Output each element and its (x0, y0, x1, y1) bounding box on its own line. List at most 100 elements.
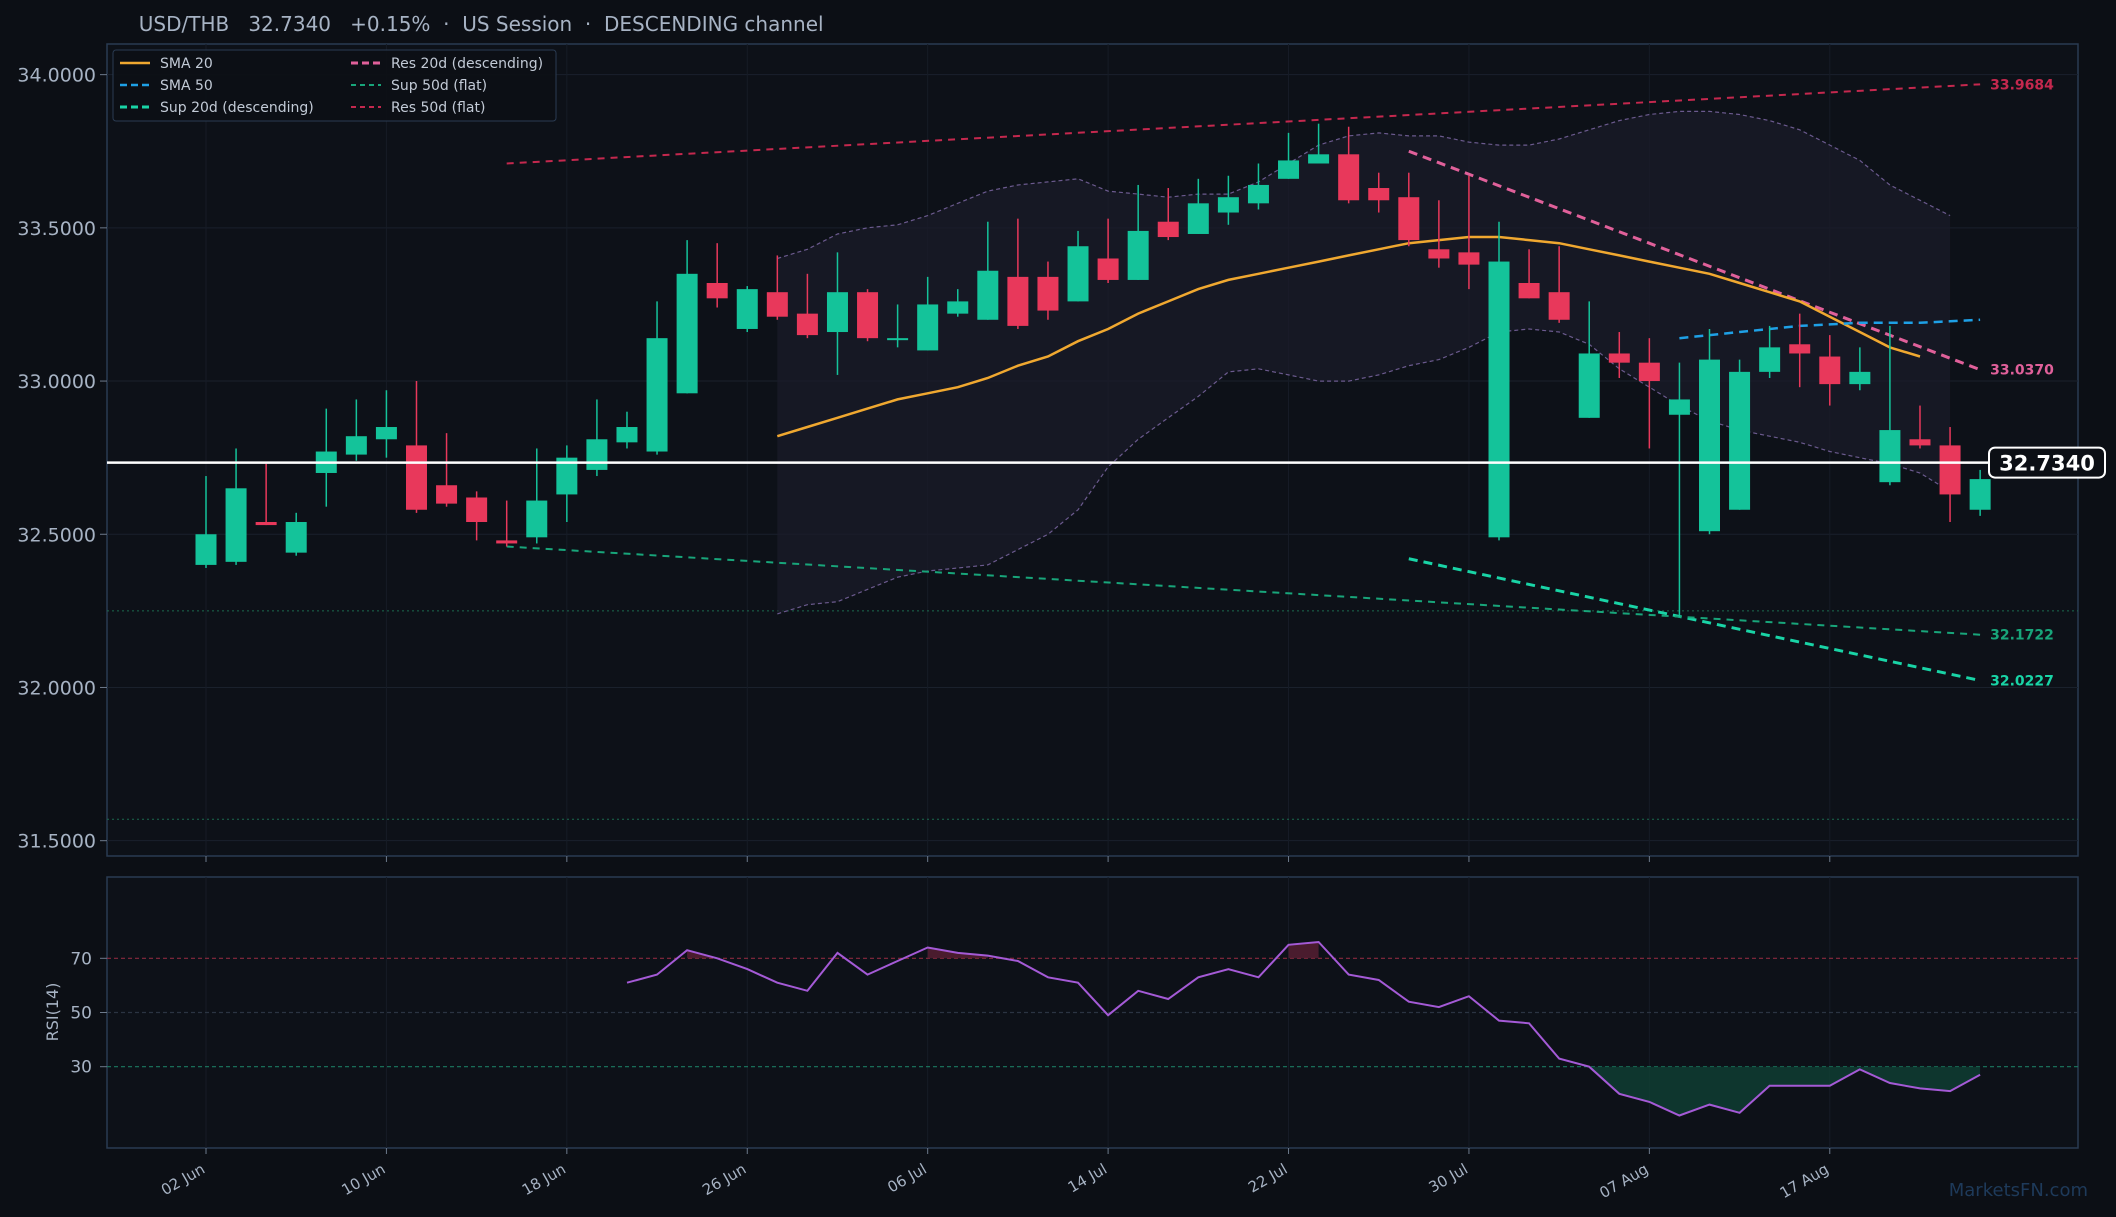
rsi-tick-label: 50 (70, 1004, 92, 1024)
candle-body (1067, 246, 1089, 302)
legend-entry: Sup 20d (descending) (160, 100, 314, 116)
candle-body (1638, 362, 1660, 382)
rsi-overbought-fill (1288, 942, 1319, 959)
legend-entry: Sup 50d (flat) (391, 78, 487, 94)
candle-body (1789, 344, 1811, 354)
candle-body (917, 304, 939, 351)
legend-entry: Res 20d (descending) (391, 56, 543, 72)
price-tick-label: 32.5000 (17, 524, 96, 546)
candle-body (1398, 197, 1420, 241)
rsi-tick-label: 30 (70, 1058, 92, 1078)
bollinger-lower (777, 328, 1951, 615)
candle-body (676, 273, 698, 394)
candle-body (1247, 184, 1269, 204)
session-label: US Session (462, 12, 572, 36)
price-axis: 31.5000 32.0000 32.5000 33.0000 33.5000 34.00… (17, 65, 107, 853)
candle-body (285, 522, 307, 553)
candle-body (586, 439, 608, 470)
chart-title: USD/THB 32.7340 +0.15% · US Session · DE… (107, 12, 843, 36)
candle-body (1909, 439, 1931, 446)
sup-20d-line (1408, 557, 1981, 682)
rsi-tick-label: 70 (70, 949, 92, 969)
price-tick-label: 34.0000 (17, 65, 96, 87)
candle-body (1608, 353, 1630, 363)
symbol-label: USD/THB (139, 12, 229, 36)
candle-body (255, 522, 277, 526)
candle-body (1969, 479, 1991, 510)
candle-body (375, 427, 397, 440)
candle-body (1338, 154, 1360, 201)
candle-body (766, 292, 788, 317)
last-price-label: 32.7340 (1999, 452, 2095, 476)
last-price-line: 32.7340 (107, 446, 2106, 479)
candle-body (1217, 197, 1239, 213)
candle-body (1668, 399, 1690, 415)
candle-body (225, 488, 247, 562)
candle-body (857, 292, 879, 339)
candle-body (977, 270, 999, 320)
sma20-line (776, 235, 1921, 438)
candle-body (1939, 445, 1961, 495)
candle-body (947, 301, 969, 314)
candle-body (1368, 188, 1390, 201)
legend-entry: SMA 50 (160, 78, 213, 94)
candle-body (466, 497, 488, 523)
candle-body (1879, 430, 1901, 483)
moving-averages (776, 235, 1981, 438)
candle-body (195, 534, 217, 565)
bollinger-fill (777, 111, 1951, 614)
res-20d-line-label: 33.0370 (1990, 363, 2054, 379)
legend-entry: Res 50d (flat) (391, 100, 485, 116)
candle-body (887, 338, 909, 341)
candle-body (736, 289, 758, 329)
sma50-line (1679, 318, 1981, 340)
candle-body (1127, 230, 1149, 280)
candle-body (1578, 353, 1600, 418)
sup-20d-line-label: 32.0227 (1990, 674, 2054, 690)
candle-body (1308, 154, 1330, 164)
candle-body (1187, 203, 1209, 234)
candle-body (826, 292, 848, 333)
candle-body (345, 436, 367, 455)
rsi-series: 30 50 70 RSI(14) (43, 940, 2078, 1117)
price-tick-label: 31.5000 (17, 831, 96, 853)
candle-body (496, 540, 518, 544)
sup-50d-line-label: 32.1722 (1990, 628, 2054, 644)
candle-body (1819, 356, 1841, 385)
candle-body (526, 500, 548, 538)
change-label: +0.15% (350, 12, 430, 36)
candle-body (1699, 359, 1720, 532)
candle-body (1037, 276, 1059, 311)
legend-entry: SMA 20 (160, 56, 213, 72)
candle-body (1278, 160, 1300, 179)
legend: SMA 20 SMA 50 Sup 20d (descending) Res 20d … (112, 49, 557, 122)
candle-body (1518, 283, 1540, 299)
watermark: MarketsFN.com (1949, 1180, 2088, 1201)
candle-body (616, 427, 638, 443)
candle-body (1759, 347, 1781, 372)
res-20d-line (1408, 149, 1981, 372)
candle-body (1729, 371, 1751, 510)
channel-lines: 33.0370 32.0227 33.9684 32.1722 (506, 77, 2054, 690)
bollinger-upper (777, 110, 1951, 260)
candle-body (1007, 276, 1029, 326)
candle-body (436, 485, 458, 504)
channel-label: DESCENDING channel (604, 12, 824, 36)
candle-body (405, 445, 427, 510)
candle-body (1488, 261, 1510, 538)
res-50d-line-label: 33.9684 (1990, 77, 2054, 93)
candle-body (796, 313, 818, 336)
candle-body (1458, 252, 1480, 265)
candles (195, 123, 1991, 617)
rsi-line (626, 940, 1981, 1117)
candle-body (706, 283, 728, 299)
last-price-box (1988, 446, 2106, 479)
candle-body (1849, 371, 1871, 385)
legend-box (112, 49, 557, 122)
price-tick-label: 32.0000 (17, 677, 96, 699)
candle-body (646, 338, 668, 452)
candle-body (1157, 221, 1179, 238)
price-tick-label: 33.5000 (17, 218, 96, 240)
candle-body (1097, 258, 1119, 280)
